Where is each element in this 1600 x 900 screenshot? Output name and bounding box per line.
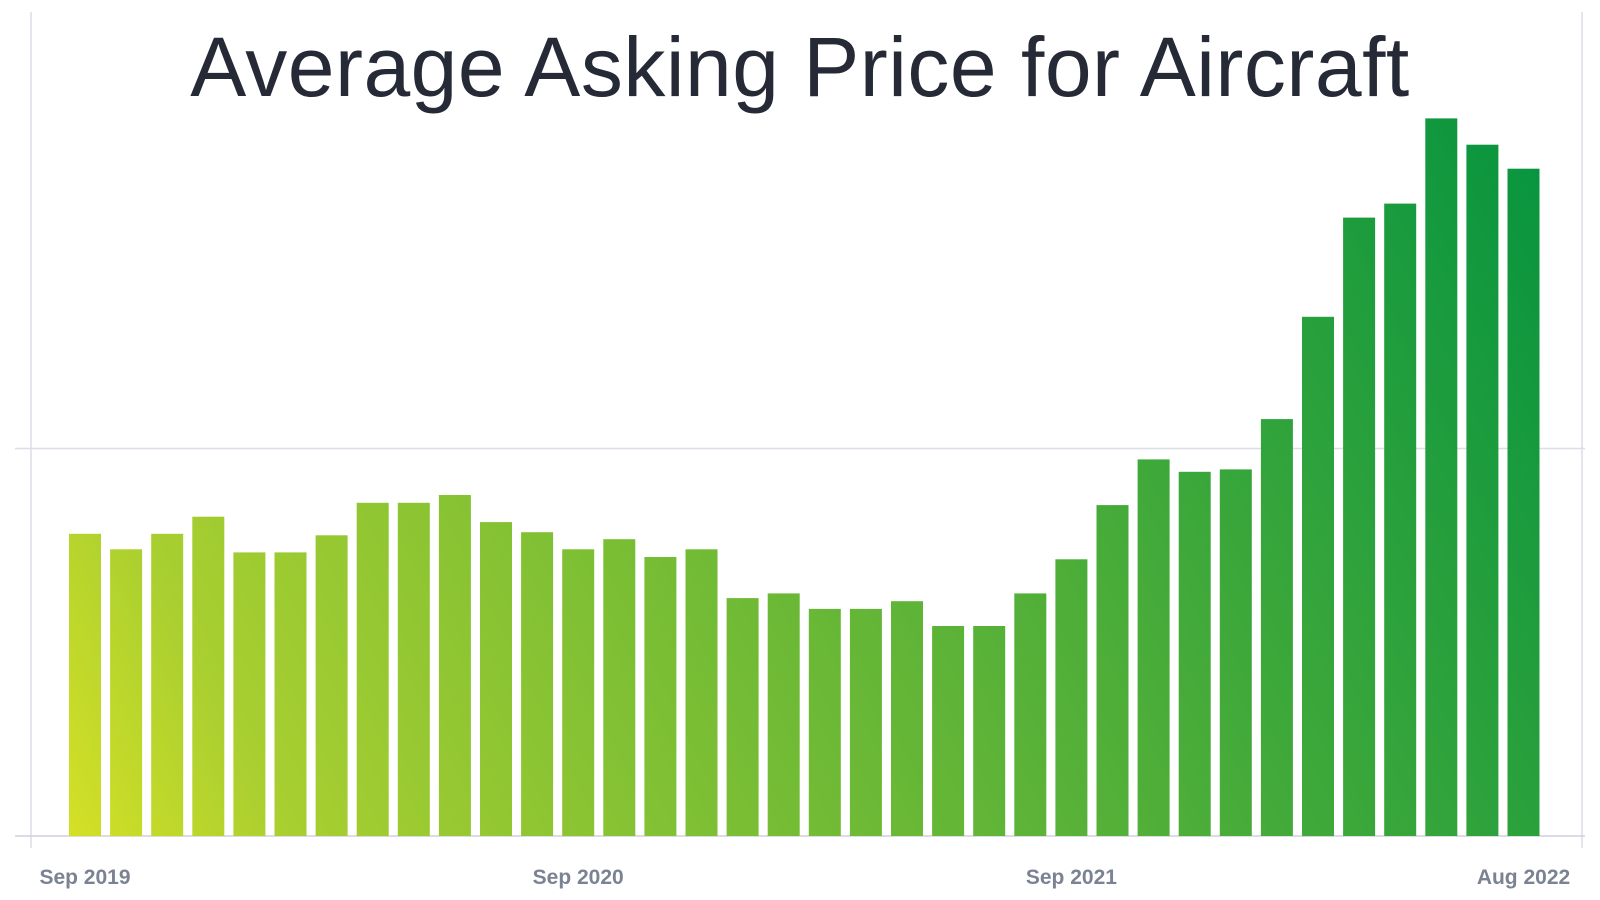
bar-aug-2021 (1014, 593, 1047, 836)
bar-apr-2021 (849, 608, 882, 836)
bar-apr-2022 (1343, 217, 1376, 837)
bar-feb-2020 (274, 552, 307, 836)
bar-nov-2019 (151, 533, 184, 837)
bar-jul-2022 (1466, 144, 1499, 836)
x-tick-label-sep-2020: Sep 2020 (533, 866, 624, 889)
bar-oct-2020 (603, 539, 636, 836)
bar-sep-2021 (1055, 559, 1088, 836)
bar-may-2020 (397, 502, 430, 837)
bar-feb-2021 (767, 593, 800, 836)
bar-jun-2021 (932, 626, 965, 836)
bar-nov-2021 (1137, 459, 1170, 836)
axis-layer: Sep 2019 Sep 2020 Sep 2021 Aug 2022 (39, 866, 1570, 889)
x-tick-label-sep-2021: Sep 2021 (1026, 866, 1117, 889)
bar-jun-2022 (1425, 118, 1458, 836)
bar-mar-2021 (808, 608, 841, 836)
bar-aug-2022 (1507, 168, 1540, 836)
bar-sep-2020 (562, 549, 595, 837)
bar-jan-2022 (1219, 469, 1252, 836)
x-tick-label-aug-2022: Aug 2022 (1477, 866, 1570, 889)
bar-jan-2021 (726, 598, 759, 836)
chart-title: Average Asking Price for Aircraft (190, 20, 1410, 114)
bar-feb-2022 (1260, 419, 1293, 836)
bar-nov-2020 (644, 557, 677, 836)
bar-jan-2020 (233, 552, 266, 836)
bar-apr-2020 (356, 502, 389, 837)
bar-mar-2020 (315, 535, 348, 836)
x-tick-label-sep-2019: Sep 2019 (39, 866, 130, 889)
bar-oct-2019 (110, 549, 143, 837)
bar-oct-2021 (1096, 505, 1129, 836)
bar-jul-2020 (480, 522, 512, 836)
bar-aug-2020 (521, 532, 554, 836)
bar-sep-2019 (69, 533, 101, 837)
bar-may-2022 (1384, 203, 1417, 837)
bar-dec-2019 (192, 516, 225, 836)
bar-jun-2020 (438, 495, 471, 836)
bar-dec-2020 (685, 549, 718, 837)
bar-dec-2021 (1178, 471, 1211, 837)
bar-jul-2021 (973, 626, 1006, 836)
bar-mar-2022 (1302, 316, 1334, 837)
bar-may-2021 (891, 601, 923, 836)
bars-layer (69, 118, 1540, 837)
